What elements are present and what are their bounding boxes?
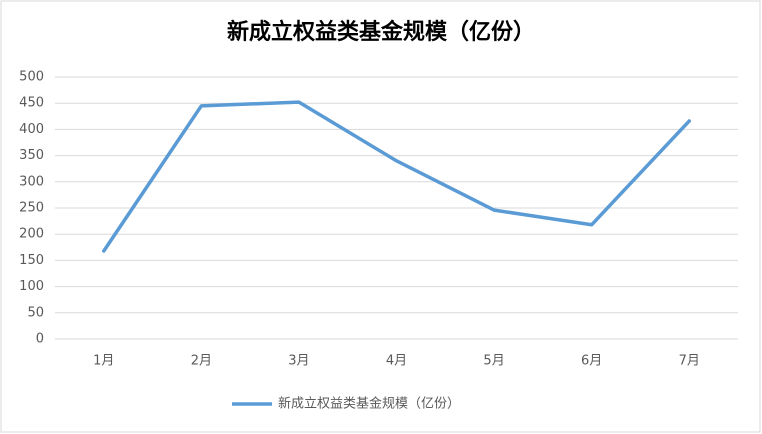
y-tick-label: 450: [19, 96, 44, 111]
x-tick-label: 7月: [679, 354, 700, 369]
x-tick-label: 3月: [288, 354, 309, 369]
x-tick-label: 5月: [483, 354, 504, 369]
y-tick-label: 0: [36, 332, 44, 347]
chart-title: 新成立权益类基金规模（亿份）: [227, 19, 535, 45]
x-tick-label: 1月: [93, 354, 114, 369]
y-tick-label: 250: [19, 201, 44, 216]
y-tick-label: 300: [19, 174, 44, 189]
y-tick-label: 50: [27, 305, 44, 320]
legend-label: 新成立权益类基金规模（亿份）: [278, 396, 460, 412]
y-tick-label: 500: [19, 70, 44, 85]
y-tick-label: 350: [19, 148, 44, 163]
x-tick-label: 6月: [581, 354, 602, 369]
y-tick-label: 150: [19, 253, 44, 268]
x-tick-label: 4月: [386, 354, 407, 369]
x-tick-label: 2月: [191, 354, 212, 369]
y-tick-label: 100: [19, 279, 44, 294]
y-tick-label: 200: [19, 227, 44, 242]
data-line: [102, 100, 691, 253]
y-tick-label: 400: [19, 122, 44, 137]
